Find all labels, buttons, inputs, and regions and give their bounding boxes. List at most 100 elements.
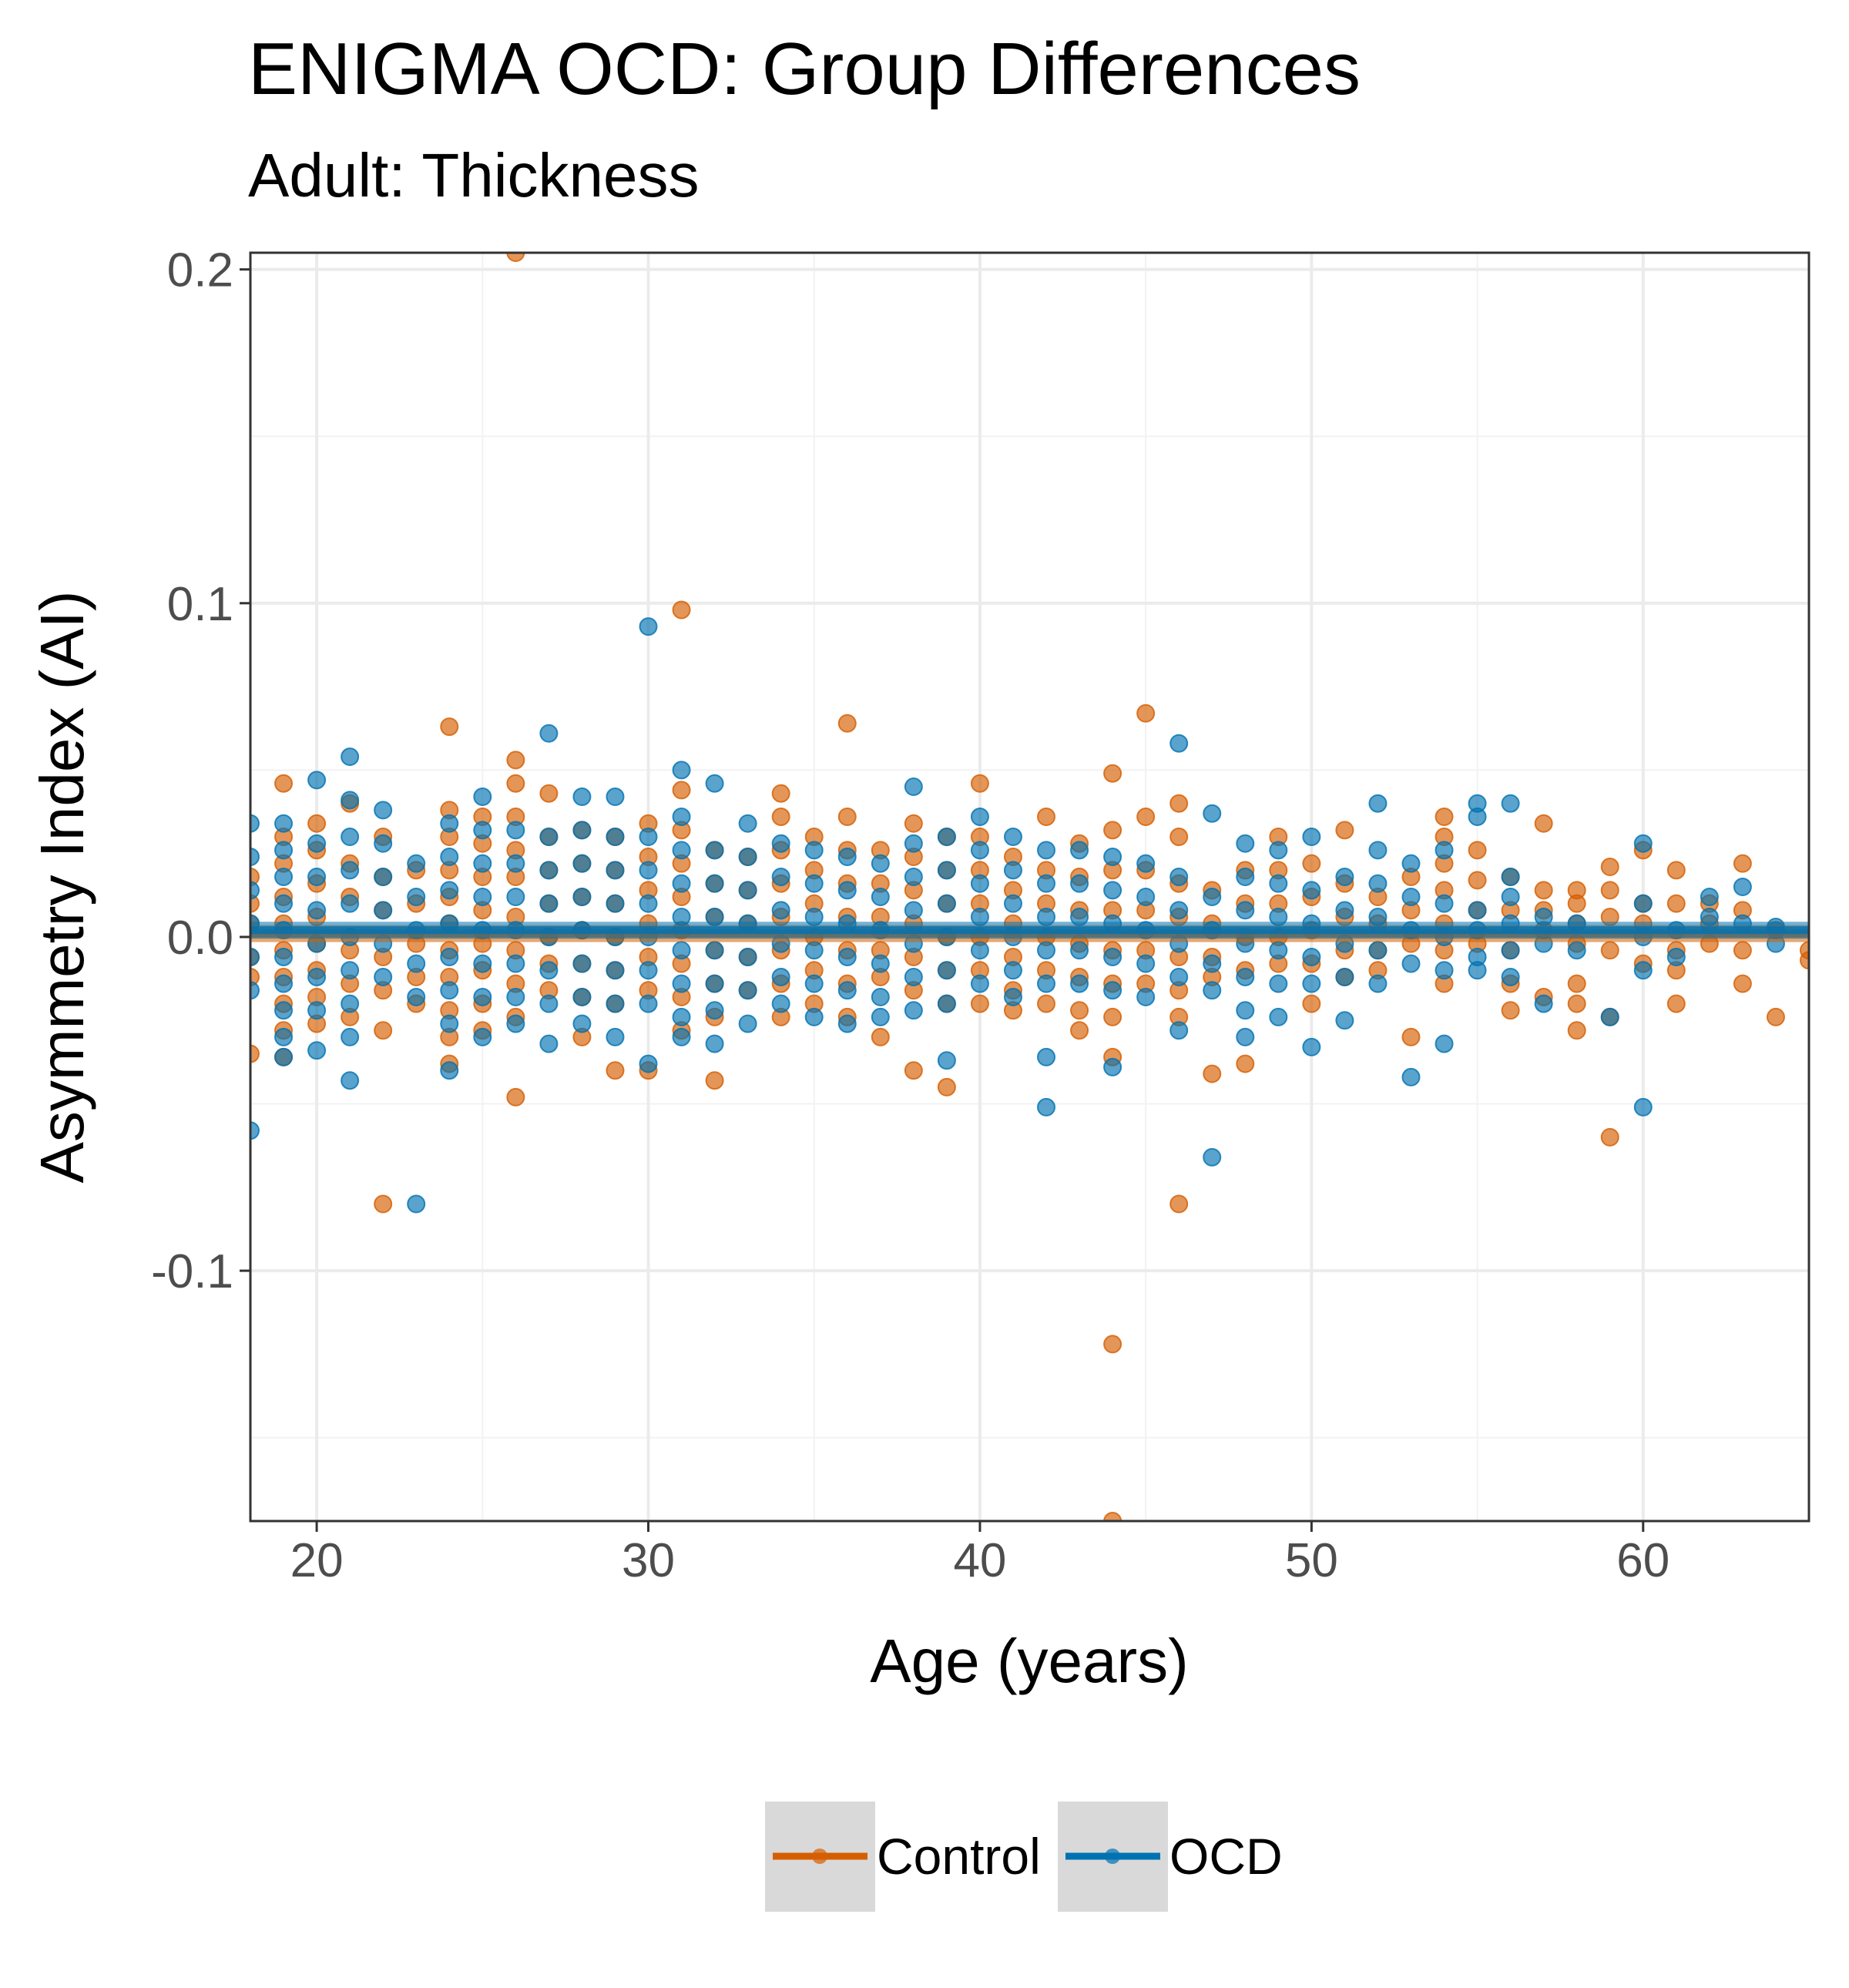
point-ocd — [1136, 954, 1156, 973]
point-ocd — [606, 894, 625, 913]
point-ocd — [407, 987, 426, 1006]
point-ocd — [341, 861, 360, 880]
point-ocd — [274, 868, 294, 887]
point-control — [937, 1077, 956, 1096]
point-control — [506, 751, 525, 770]
point-ocd — [705, 841, 724, 860]
point-control — [1103, 821, 1122, 840]
point-ocd — [274, 814, 294, 833]
point-ocd — [771, 967, 790, 986]
points-layer — [250, 253, 1809, 1521]
point-ocd — [1103, 947, 1122, 966]
point-ocd — [1468, 961, 1487, 980]
y-tick-label: -0.1 — [151, 1245, 233, 1298]
point-ocd — [1567, 941, 1586, 960]
point-control — [606, 1061, 625, 1080]
point-ocd — [572, 954, 592, 973]
point-control — [506, 253, 525, 262]
point-ocd — [672, 941, 691, 960]
point-ocd — [904, 834, 923, 853]
point-ocd — [307, 1041, 327, 1060]
point-ocd — [572, 1014, 592, 1033]
point-control — [1534, 881, 1553, 900]
point-ocd — [639, 828, 658, 847]
point-ocd — [374, 868, 393, 887]
point-ocd — [1435, 961, 1454, 980]
point-ocd — [250, 881, 260, 900]
point-ocd — [307, 901, 327, 920]
point-ocd — [572, 987, 592, 1006]
point-control — [539, 784, 559, 803]
point-ocd — [1169, 734, 1189, 753]
point-ocd — [1401, 887, 1421, 906]
point-ocd — [672, 974, 691, 993]
point-control — [1335, 821, 1354, 840]
x-axis-title: Age (years) — [870, 1627, 1188, 1695]
point-ocd — [506, 954, 525, 973]
point-ocd — [274, 1001, 294, 1020]
point-ocd — [1368, 874, 1388, 893]
point-ocd — [672, 874, 691, 893]
point-control — [1103, 1512, 1122, 1521]
point-ocd — [639, 994, 658, 1013]
point-ocd — [1136, 854, 1156, 873]
point-ocd — [539, 861, 559, 880]
point-ocd — [639, 894, 658, 913]
point-ocd — [1501, 967, 1520, 986]
point-control — [506, 774, 525, 793]
point-ocd — [1003, 987, 1022, 1006]
point-control — [1169, 1194, 1189, 1214]
point-ocd — [274, 947, 294, 966]
x-tick-label: 30 — [622, 1534, 675, 1587]
point-ocd — [539, 994, 559, 1013]
point-ocd — [539, 1034, 559, 1053]
point-control — [1666, 994, 1686, 1013]
point-ocd — [506, 987, 525, 1006]
point-ocd — [341, 828, 360, 847]
point-control — [1567, 974, 1586, 993]
point-control — [1666, 894, 1686, 913]
point-control — [1600, 941, 1619, 960]
point-ocd — [705, 874, 724, 893]
point-ocd — [473, 954, 492, 973]
point-ocd — [1700, 887, 1719, 906]
point-ocd — [1070, 874, 1089, 893]
point-ocd — [1136, 987, 1156, 1006]
point-control — [1037, 808, 1056, 827]
point-ocd — [1169, 868, 1189, 887]
legend-dot-ocd — [1105, 1849, 1120, 1864]
point-ocd — [407, 954, 426, 973]
point-ocd — [250, 848, 260, 867]
point-ocd — [1302, 881, 1321, 900]
point-ocd — [572, 787, 592, 807]
legend-item-ocd: OCD — [1058, 1802, 1283, 1912]
point-control — [871, 1027, 890, 1046]
point-control — [970, 994, 989, 1013]
point-control — [837, 714, 857, 733]
point-ocd — [804, 841, 824, 860]
point-ocd — [1368, 941, 1388, 960]
point-ocd — [1302, 828, 1321, 847]
x-tick-label: 20 — [290, 1534, 344, 1587]
point-ocd — [341, 791, 360, 810]
point-ocd — [1169, 901, 1189, 920]
point-ocd — [1501, 941, 1520, 960]
point-ocd — [1435, 1034, 1454, 1053]
plot-border — [249, 251, 1810, 1523]
point-ocd — [307, 868, 327, 887]
point-control — [1600, 858, 1619, 877]
point-ocd — [937, 828, 956, 847]
point-ocd — [473, 821, 492, 840]
point-ocd — [1236, 868, 1255, 887]
point-ocd — [1600, 1007, 1619, 1026]
point-control — [250, 967, 260, 986]
y-tick-label: 0.0 — [167, 912, 233, 965]
point-control — [1600, 1127, 1619, 1147]
point-ocd — [1269, 841, 1288, 860]
point-ocd — [407, 1194, 426, 1214]
point-ocd — [506, 1014, 525, 1033]
point-control — [307, 814, 327, 833]
point-ocd — [672, 761, 691, 780]
point-ocd — [250, 981, 260, 1000]
point-ocd — [804, 941, 824, 960]
